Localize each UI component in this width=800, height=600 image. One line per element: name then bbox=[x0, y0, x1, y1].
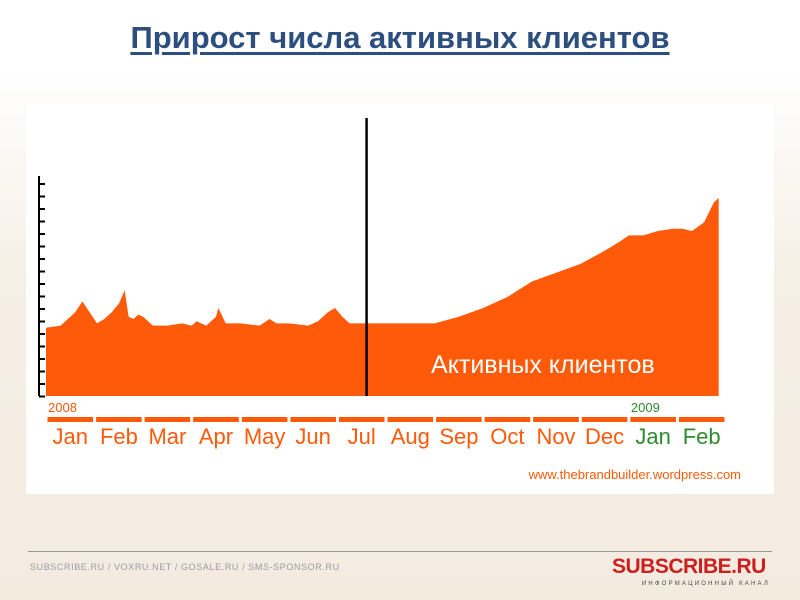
series-area bbox=[46, 198, 719, 396]
month-label: Jan bbox=[53, 424, 88, 449]
month-label: Jun bbox=[295, 424, 330, 449]
month-bar bbox=[484, 417, 531, 422]
month-labels-group: Jan Feb Mar Apr May Jun Jul Aug Sep Oct Nov Dec Jan F… bbox=[47, 417, 725, 449]
month-label: Oct bbox=[490, 424, 524, 449]
month-bar bbox=[193, 417, 239, 422]
month-bar bbox=[144, 417, 191, 422]
month-bar bbox=[241, 417, 288, 422]
month-label: Sep bbox=[439, 424, 478, 449]
month-label: Feb bbox=[100, 424, 138, 449]
month-label: Nov bbox=[536, 424, 575, 449]
footer-links: SUBSCRIBE.RU / VOXRU.NET / GOSALE.RU / S… bbox=[30, 562, 340, 572]
series-area-group bbox=[46, 198, 719, 396]
slide-title: Прирост числа активных клиентов bbox=[130, 20, 670, 55]
chart-watermark: www.thebrandbuilder.wordpress.com bbox=[528, 467, 741, 482]
chart-container: Активных клиентов Jan Feb Mar Apr May Jun Jul A… bbox=[26, 104, 774, 494]
series-label: Активных клиентов bbox=[431, 351, 655, 379]
month-bar bbox=[47, 417, 94, 422]
month-bar bbox=[630, 417, 676, 422]
logo-text: SUBSCRIBE.RU bbox=[612, 555, 766, 578]
year-label: 2008 bbox=[48, 400, 77, 415]
year-label: 2009 bbox=[631, 400, 660, 415]
month-bar bbox=[387, 417, 434, 422]
month-label: Aug bbox=[391, 424, 430, 449]
active-clients-chart: Активных клиентов Jan Feb Mar Apr May Jun Jul A… bbox=[38, 118, 741, 482]
month-label: May bbox=[244, 424, 286, 449]
footer-divider bbox=[28, 551, 772, 552]
month-label: Apr bbox=[199, 424, 233, 449]
month-label: Feb bbox=[683, 424, 721, 449]
month-label: Jan bbox=[635, 424, 670, 449]
logo-subtitle: ИНФОРМАЦИОННЫЙ КАНАЛ bbox=[641, 581, 770, 587]
month-bar bbox=[678, 417, 725, 422]
month-bar bbox=[533, 417, 579, 422]
month-label: Jul bbox=[348, 424, 376, 449]
month-bar bbox=[436, 417, 482, 422]
month-bar bbox=[581, 417, 628, 422]
month-label: Dec bbox=[585, 424, 624, 449]
month-bar bbox=[96, 417, 142, 422]
y-axis bbox=[38, 176, 45, 398]
month-bar bbox=[338, 417, 385, 422]
year-labels-group: 2008 2009 bbox=[48, 400, 660, 415]
month-label: Mar bbox=[148, 424, 186, 449]
series-label-group: Активных клиентов bbox=[431, 351, 655, 379]
month-bar bbox=[290, 417, 336, 422]
subscribe-logo: SUBSCRIBE.RU ИНФОРМАЦИОННЫЙ КАНАЛ bbox=[612, 556, 774, 596]
